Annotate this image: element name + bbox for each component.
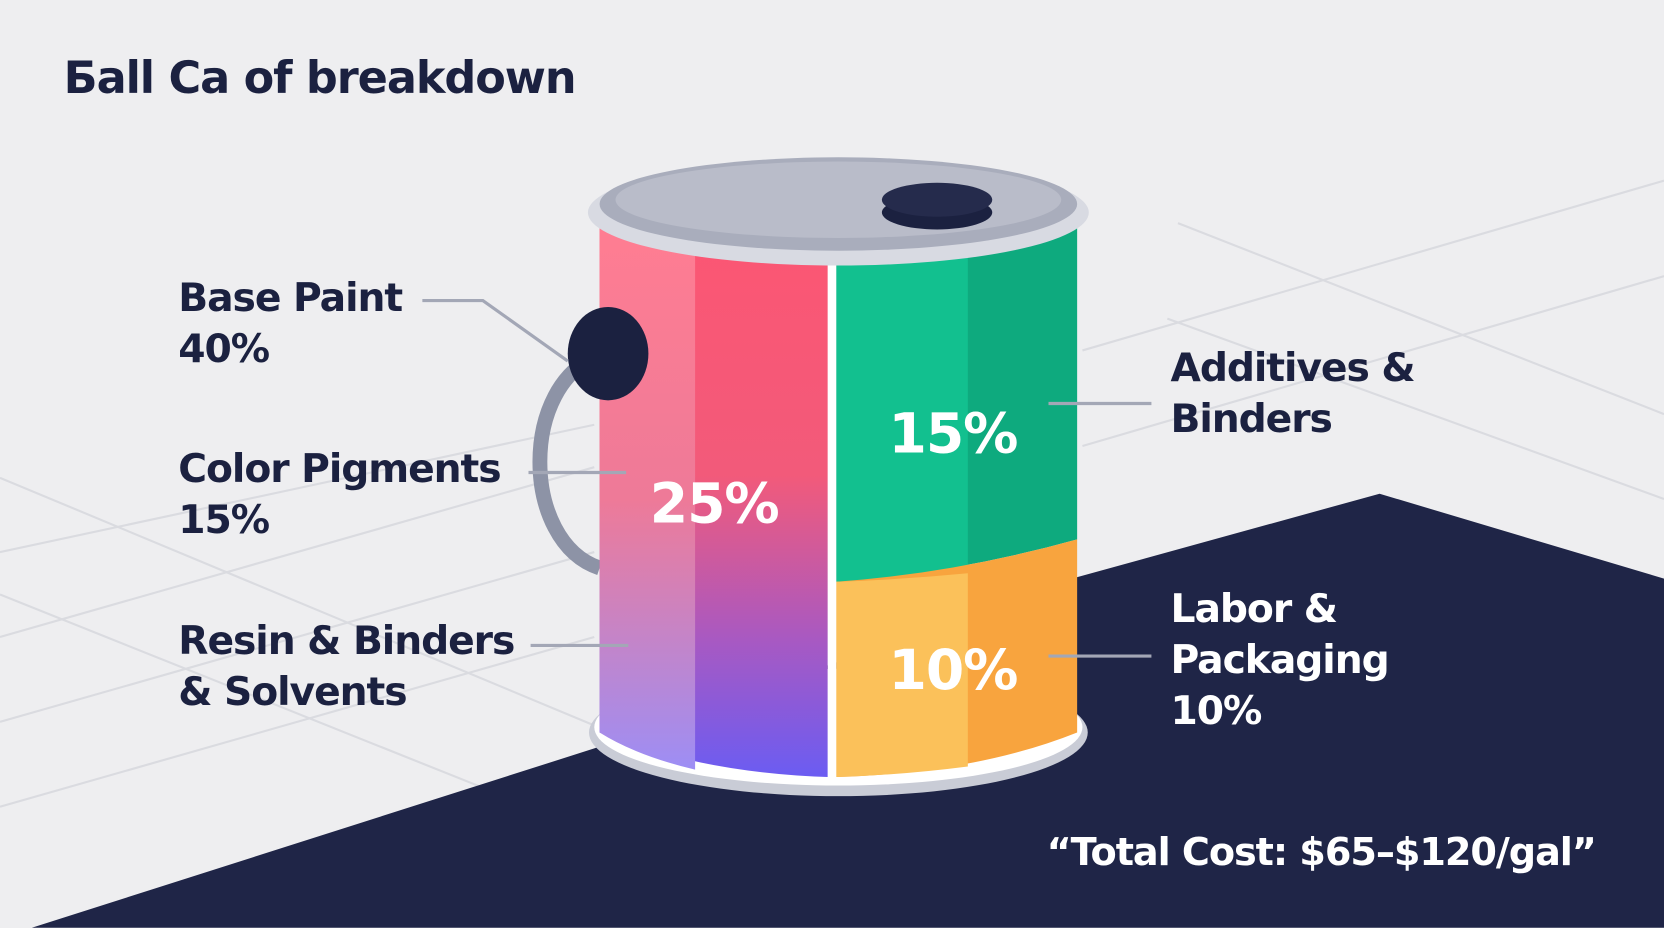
callout-label: Base Paint xyxy=(178,276,402,321)
lid-cap-top xyxy=(881,182,993,217)
floor-grid xyxy=(0,179,1664,808)
callout-label: Additives & xyxy=(1171,346,1415,391)
callout-label: & Solvents xyxy=(178,670,406,715)
callout-value: 10% xyxy=(1171,689,1262,734)
callout-label: Resin & Binders xyxy=(178,619,514,664)
lid-inner xyxy=(615,161,1062,238)
leader-lines xyxy=(422,298,1152,658)
handle-knob xyxy=(567,306,649,401)
total-cost: “Total Cost: $65–$120/gal” xyxy=(1047,831,1596,875)
callout-label: Labor & xyxy=(1171,587,1337,632)
can-divider xyxy=(827,228,837,778)
can-label: 25% xyxy=(650,473,779,537)
can-label: 10% xyxy=(889,639,1018,703)
can-green-highlight xyxy=(836,228,968,582)
callout-label: Binders xyxy=(1171,397,1332,442)
callout-value: 15% xyxy=(178,498,269,543)
can-label: 15% xyxy=(889,403,1018,467)
callout-value: 40% xyxy=(178,327,269,372)
title: Бall Ca of breakdown xyxy=(64,52,576,104)
callout-label: Color Pigments xyxy=(178,447,500,492)
callout-label: Packaging xyxy=(1171,638,1389,683)
can-orange-highlight xyxy=(836,573,968,778)
